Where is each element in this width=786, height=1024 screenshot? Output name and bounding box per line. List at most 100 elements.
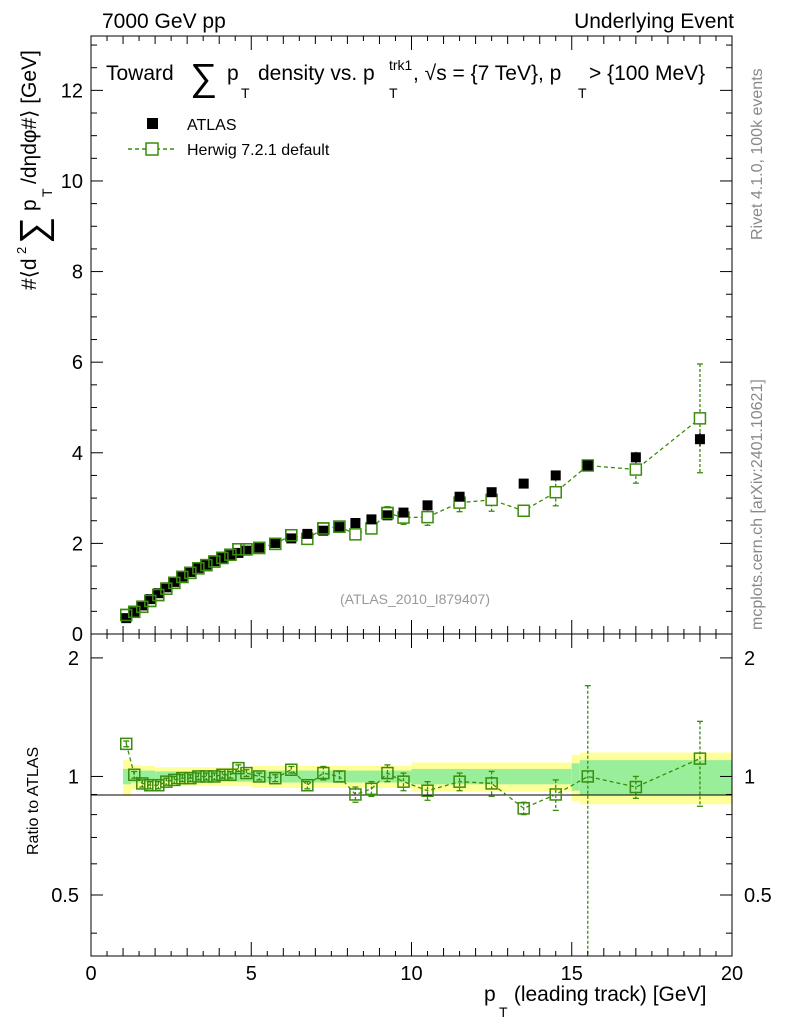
mc-point-overlay <box>184 566 197 580</box>
main-ytick-label: 8 <box>72 262 83 284</box>
ratio-ytick-label-right: 0.5 <box>744 885 772 907</box>
atlas-point <box>217 552 228 563</box>
rivet-label: Rivet 4.1.0, 100k events <box>749 68 766 240</box>
mc-point-overlay <box>192 562 205 575</box>
ratio-mc-point <box>224 768 237 781</box>
ylabel-sub-t: T <box>39 188 55 197</box>
ratio-mc-point <box>253 770 266 783</box>
legend-atlas-label: ATLAS <box>187 117 237 134</box>
ratio-panel: 0.5 0.51 12 20 5 10 15 20 Ratio to ATLAS p T (l… <box>25 633 772 1020</box>
title-sup: trk1 <box>389 57 413 73</box>
ratio-mc-point <box>581 770 595 783</box>
title-sub-t3: T <box>578 85 587 101</box>
title-sub-t2: T <box>389 85 398 101</box>
ratio-mc-point <box>317 766 330 780</box>
xlabel: p T (leading track) [GeV] <box>484 983 706 1020</box>
title-mid: density vs. p <box>258 62 375 85</box>
ratio-mc-point <box>517 802 530 815</box>
mc-point-overlay <box>152 588 165 602</box>
ratio-mc-point <box>421 784 434 797</box>
title-sum: ∑ <box>190 57 217 99</box>
mc-point <box>693 412 707 425</box>
ratio-mc-point <box>120 737 133 751</box>
ratio-ytick-label: 1 <box>68 766 79 788</box>
legend-mc-label: Herwig 7.2.1 default <box>187 142 330 159</box>
header-left: 7000 GeV pp <box>102 10 226 33</box>
atlas-point <box>153 588 164 599</box>
mc-point-overlay <box>120 608 133 622</box>
title-energy: , √s = {7 TeV}, p <box>413 62 561 85</box>
atlas-point <box>193 562 204 573</box>
atlas-point <box>630 452 641 463</box>
main-ytick-label: 6 <box>72 352 83 374</box>
ratio-mc-point <box>136 777 149 790</box>
mc-point-overlay <box>240 543 253 556</box>
mc-point-overlay <box>200 558 213 572</box>
ratio-mc-point <box>693 752 707 765</box>
ratio-band-inner <box>235 771 252 782</box>
ratio-mc-point <box>629 780 643 794</box>
mc-point <box>549 485 562 499</box>
title-word: Toward <box>106 62 174 85</box>
analysis-watermark: (ATLAS_2010_I879407) <box>340 591 490 607</box>
atlas-point <box>129 607 140 618</box>
xlabel-p: p <box>484 983 496 1006</box>
ratio-mc-point <box>485 777 498 790</box>
mc-point-overlay <box>216 551 229 565</box>
ratio-band-inner <box>123 768 132 785</box>
atlas-point <box>161 582 172 593</box>
atlas-point <box>225 550 236 561</box>
atlas-point <box>398 507 409 518</box>
mc-line <box>126 417 701 616</box>
ratio-mc-point <box>549 788 562 801</box>
ratio-axis-ticks: 0.5 0.51 12 20 5 10 15 20 <box>51 634 772 985</box>
ratio-ylabel: Ratio to ATLAS <box>25 747 42 855</box>
title-cut: > {100 MeV} <box>589 62 705 85</box>
ratio-xtick-label: 5 <box>246 963 257 985</box>
atlas-point <box>169 576 180 587</box>
atlas-point <box>302 528 313 539</box>
atlas-point <box>286 533 297 544</box>
ratio-mc-line <box>125 743 701 810</box>
atlas-point <box>366 514 377 525</box>
ratio-mc-point <box>144 778 157 792</box>
atlas-point <box>422 500 433 511</box>
mc-point-overlay <box>381 506 394 520</box>
mc-point <box>365 522 378 535</box>
ylabel-sum: ∑ <box>13 217 55 244</box>
atlas-point <box>270 537 281 548</box>
ratio-band-inner <box>139 770 156 783</box>
ratio-mc-point <box>128 768 141 781</box>
mc-point-overlay <box>269 537 282 551</box>
mc-point <box>421 510 434 524</box>
legend-atlas-marker <box>147 118 158 129</box>
ratio-mc-point <box>192 770 205 783</box>
ratio-mc-point <box>200 770 213 783</box>
title-p: p <box>227 62 239 85</box>
atlas-point <box>177 571 188 582</box>
atlas-point <box>582 460 593 471</box>
atlas-point <box>185 566 196 577</box>
main-ytick-label: 4 <box>72 443 83 465</box>
atlas-point <box>694 434 705 445</box>
atlas-point <box>209 556 220 567</box>
mc-point-overlay <box>232 543 245 556</box>
xlabel-sub-t: T <box>499 1004 508 1020</box>
ratio-mc-point <box>365 782 378 796</box>
legend: ATLAS Herwig 7.2.1 default <box>128 117 330 159</box>
atlas-point <box>233 547 244 558</box>
main-marks <box>120 363 707 624</box>
chart-title: Toward ∑ p T density vs. p T trk1 , √s =… <box>106 57 705 101</box>
ratio-mc-point <box>208 770 221 783</box>
ylabel-p: p <box>18 199 41 211</box>
ratio-mc-point <box>333 770 346 783</box>
ratio-mc-point <box>216 768 229 781</box>
atlas-point <box>318 525 329 536</box>
main-ytick-label: 10 <box>61 171 83 193</box>
ratio-mc-point <box>301 778 314 792</box>
ratio-xtick-label: 10 <box>400 963 422 985</box>
ratio-mc-point <box>269 771 282 785</box>
main-axis-ticks: 0 2 4 6 8 10 12 <box>61 36 733 646</box>
ratio-ytick-label-right: 1 <box>744 766 755 788</box>
